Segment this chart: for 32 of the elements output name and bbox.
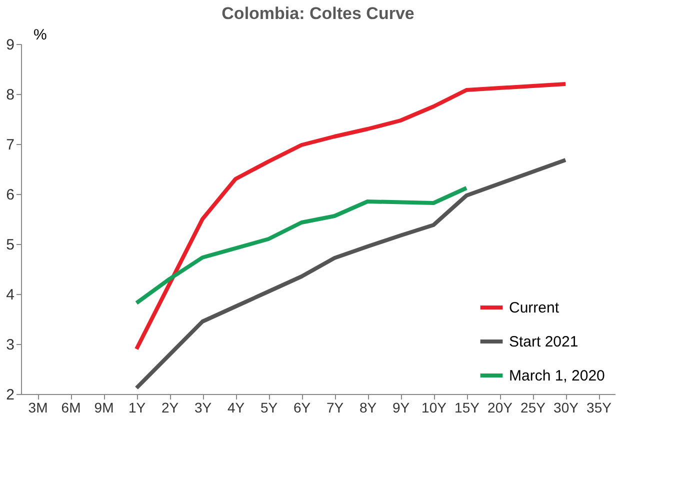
x-tick-label: 7Y: [326, 400, 344, 416]
x-tick-label: 3Y: [194, 400, 212, 416]
x-tick-label: 20Y: [488, 400, 514, 416]
y-tick-label: 8: [6, 86, 14, 104]
legend-label: March 1, 2020: [509, 368, 605, 384]
x-tick-label: 1Y: [128, 400, 146, 416]
y-tick-label: 7: [6, 136, 14, 154]
x-tick-label: 30Y: [554, 400, 580, 416]
chart-title: Colombia: Coltes Curve: [222, 4, 414, 23]
legend-label: Current: [509, 300, 560, 316]
x-tick-label: 25Y: [520, 400, 546, 416]
x-tick-label: 4Y: [227, 400, 246, 416]
x-tick-label: 9M: [94, 400, 114, 416]
y-tick-label: 4: [6, 286, 14, 304]
x-tick-label: 6Y: [293, 400, 312, 416]
x-tick-label: 2Y: [161, 400, 180, 416]
x-tick-label: 8Y: [359, 400, 378, 416]
x-tick-label: 5Y: [260, 400, 278, 416]
y-tick-label: 6: [6, 186, 14, 204]
x-tick-label: 35Y: [586, 400, 612, 416]
y-tick-label: 9: [6, 36, 14, 54]
y-axis-title: %: [34, 26, 47, 44]
x-tick-label: 9Y: [392, 400, 410, 416]
x-tick-label: 6M: [61, 400, 81, 416]
y-tick-label: 5: [6, 236, 14, 254]
x-tick-label: 15Y: [454, 400, 480, 416]
y-tick-label: 3: [6, 336, 14, 354]
line-series: [134, 186, 468, 305]
x-tick-label: 3M: [28, 400, 48, 416]
y-tick-label: 2: [6, 386, 14, 404]
legend-label: Start 2021: [509, 334, 578, 350]
x-tick-label: 10Y: [422, 400, 448, 416]
